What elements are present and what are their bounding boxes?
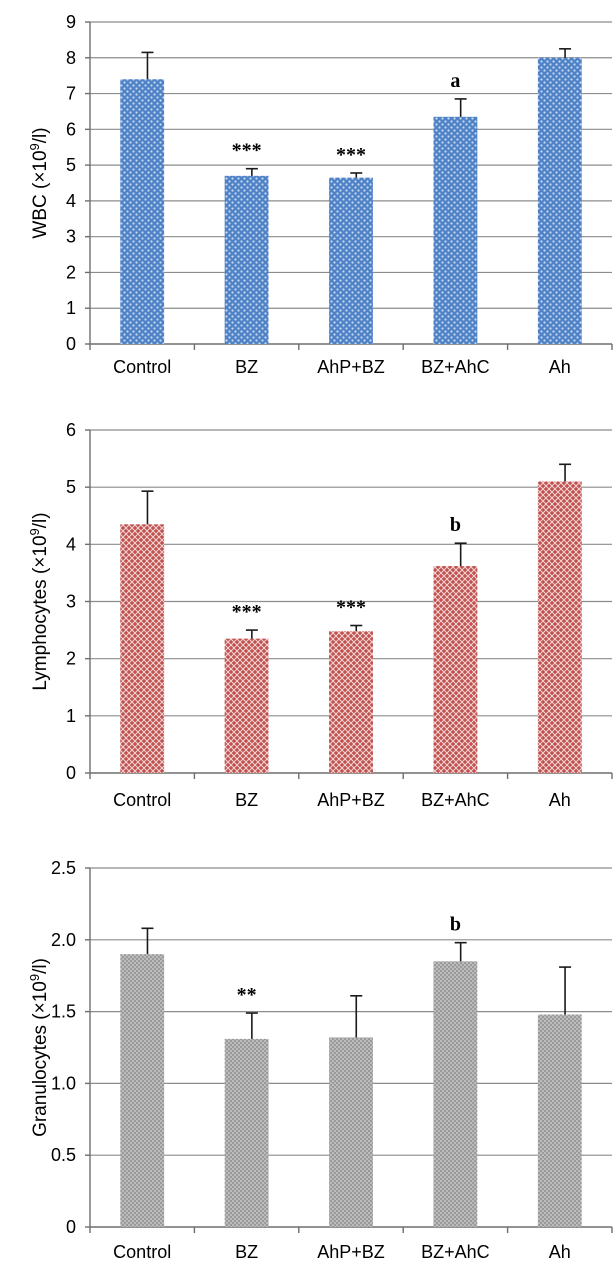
granulocytes-ylabel-superscript: 9	[27, 974, 42, 981]
wbc-category-label: BZ+AhC	[421, 357, 490, 377]
granulocytes-significance-label: **	[237, 984, 257, 1006]
lymphocytes-category-label: Control	[113, 790, 171, 810]
lymphocytes-ytick-label: 2	[66, 649, 76, 669]
wbc-bar-ah	[537, 57, 582, 345]
wbc-ytick-label: 5	[66, 155, 76, 175]
wbc-category-label: AhP+BZ	[317, 357, 385, 377]
granulocytes-category-label: Control	[113, 1242, 171, 1262]
lymphocytes-ytick-label: 0	[66, 763, 76, 783]
wbc-bar-control	[120, 79, 165, 344]
wbc-ytick-label: 0	[66, 334, 76, 354]
wbc-ytick-label: 7	[66, 84, 76, 104]
granulocytes-ytick-label: 0.5	[51, 1145, 76, 1165]
wbc-bar-bz-ahc	[433, 116, 478, 344]
granulocytes-category-label: BZ+AhC	[421, 1242, 490, 1262]
granulocytes-chart: 0 0.5 1.0 1.5 2.0 2.5 Control ** BZ AhP+BZ b BZ+AhC…	[27, 858, 613, 1262]
granulocytes-bar-bz-ahc	[433, 961, 478, 1227]
wbc-ytick-label: 3	[66, 227, 76, 247]
wbc-ylabel-superscript: 9	[27, 143, 42, 150]
lymphocytes-bar-ah	[537, 481, 582, 773]
wbc-ytick-label: 8	[66, 48, 76, 68]
wbc-bar-ahp-bz	[329, 177, 373, 344]
wbc-ytick-label: 1	[66, 298, 76, 318]
lymphocytes-bar-control	[120, 524, 165, 773]
wbc-chart: 0 1 2 3 4 5 6 7 8 9 Control *** BZ *** AhP+BZ a BZ+AhC Ah…	[27, 12, 613, 377]
lymphocytes-bar-ahp-bz	[329, 631, 373, 773]
lymphocytes-ytick-label: 4	[66, 534, 76, 554]
wbc-ylabel-unit: /l)	[30, 127, 51, 143]
granulocytes-ytick-label: 2.0	[51, 930, 76, 950]
lymphocytes-ylabel-main: Lymphocytes (×10	[30, 535, 51, 690]
wbc-category-label: Control	[113, 357, 171, 377]
lymphocytes-chart: 0 1 2 3 4 5 6 Control *** BZ *** AhP+BZ b BZ+AhC Ah Lym…	[27, 420, 613, 810]
granulocytes-ylabel-unit: /l)	[30, 958, 51, 974]
wbc-ytick-label: 6	[66, 119, 76, 139]
lymphocytes-category-label: AhP+BZ	[317, 790, 385, 810]
wbc-category-label: BZ	[235, 357, 258, 377]
lymphocytes-significance-label: ***	[336, 597, 366, 619]
lymphocytes-significance-label: ***	[232, 601, 262, 623]
wbc-ytick-label: 4	[66, 191, 76, 211]
lymphocytes-category-label: BZ	[235, 790, 258, 810]
lymphocytes-bar-bz	[224, 638, 269, 773]
lymphocytes-significance-label: b	[450, 514, 461, 536]
wbc-bar-bz	[224, 175, 269, 344]
granulocytes-bar-ahp-bz	[329, 1037, 373, 1227]
lymphocytes-ylabel-unit: /l)	[30, 512, 51, 528]
lymphocytes-y-axis-label: Lymphocytes (×109/l)	[27, 512, 51, 690]
wbc-significance-label: a	[450, 70, 460, 92]
granulocytes-category-label: Ah	[549, 1242, 571, 1262]
wbc-significance-label: ***	[232, 140, 262, 162]
granulocytes-ytick-label: 1.5	[51, 1002, 76, 1022]
granulocytes-significance-label: b	[450, 914, 461, 936]
granulocytes-ylabel-main: Granulocytes (×10	[30, 981, 51, 1137]
lymphocytes-category-label: BZ+AhC	[421, 790, 490, 810]
lymphocytes-ylabel-superscript: 9	[27, 528, 42, 535]
wbc-ytick-label: 9	[66, 12, 76, 32]
granulocytes-bar-ah	[537, 1014, 582, 1227]
granulocytes-category-label: BZ	[235, 1242, 258, 1262]
granulocytes-bar-bz	[224, 1038, 269, 1227]
granulocytes-category-label: AhP+BZ	[317, 1242, 385, 1262]
granulocytes-ytick-label: 2.5	[51, 858, 76, 878]
wbc-ylabel-main: WBC (×10	[30, 150, 51, 238]
granulocytes-bar-control	[120, 954, 165, 1227]
granulocytes-ytick-label: 0	[66, 1217, 76, 1237]
granulocytes-ytick-label: 1.0	[51, 1073, 76, 1093]
granulocytes-y-axis-label: Granulocytes (×109/l)	[27, 958, 51, 1137]
lymphocytes-category-label: Ah	[549, 790, 571, 810]
lymphocytes-ytick-label: 3	[66, 592, 76, 612]
lymphocytes-ytick-label: 1	[66, 706, 76, 726]
wbc-ytick-label: 2	[66, 262, 76, 282]
wbc-y-axis-label: WBC (×109/l)	[27, 127, 51, 238]
lymphocytes-bar-bz-ahc	[433, 566, 478, 773]
wbc-significance-label: ***	[336, 144, 366, 166]
lymphocytes-ytick-label: 6	[66, 420, 76, 440]
lymphocytes-ytick-label: 5	[66, 477, 76, 497]
wbc-category-label: Ah	[549, 357, 571, 377]
